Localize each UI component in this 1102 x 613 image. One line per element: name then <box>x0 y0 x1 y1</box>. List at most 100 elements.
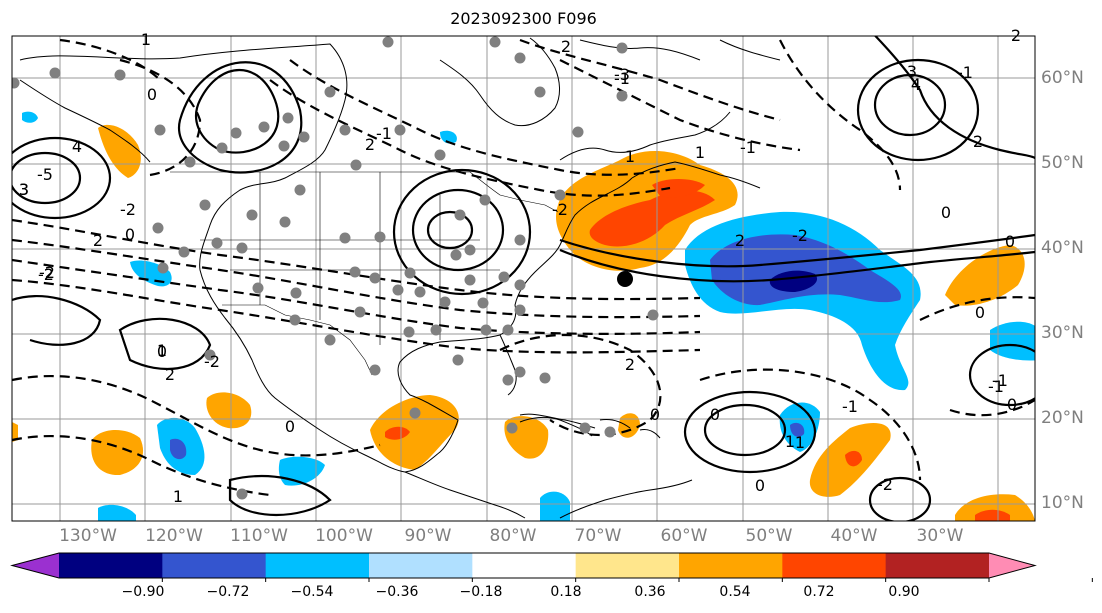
colorbar-segment <box>782 553 887 578</box>
lon-label-50w: 50°W <box>745 526 793 546</box>
warm-anomaly-core <box>975 509 1010 521</box>
cold-anomaly-region <box>98 504 136 521</box>
colorbar-tick-label: 0.54 <box>719 584 751 600</box>
warm-anomaly-region <box>12 422 18 442</box>
south-america-coast <box>559 479 693 519</box>
contour-label: 0 <box>710 405 720 424</box>
lon-label-70w: 70°W <box>574 526 622 546</box>
warm-anomaly-core <box>589 190 715 247</box>
colorbar-tick-label: −0.18 <box>459 584 503 600</box>
lat-label-50n: 50°N <box>1041 153 1084 173</box>
warm-anomaly-region <box>370 395 459 470</box>
contour-label: 0 <box>975 303 985 322</box>
north-america-coast <box>19 43 459 473</box>
cold-anomaly-region <box>170 438 187 460</box>
central-america-coast <box>404 471 526 519</box>
hudson-bay <box>439 37 560 127</box>
cold-anomaly-region <box>790 422 805 437</box>
warm-anomaly-region <box>945 245 1025 306</box>
lat-label-40n: 40°N <box>1041 238 1084 258</box>
contour-label: -1 <box>992 371 1008 390</box>
colorbar-segment <box>472 553 577 578</box>
lat-label-60n: 60°N <box>1041 68 1084 88</box>
contour-label: -1 <box>842 397 858 416</box>
contour-label: -5 <box>37 165 53 184</box>
contour-label: 2 <box>93 231 103 250</box>
contour-label: -2 <box>38 265 54 284</box>
us-canada-border <box>170 171 559 213</box>
contour-label: 0 <box>147 85 157 104</box>
cold-anomaly-region <box>440 130 457 144</box>
coastlines <box>19 37 781 519</box>
colorbar-tick-label: 0.36 <box>634 584 666 600</box>
contour-label: 0 <box>650 405 660 424</box>
map-title: 2023092300 F096 <box>450 9 597 28</box>
contour-label: -1 <box>957 63 973 82</box>
contour-label: 1 <box>625 147 635 166</box>
cold-anomaly-region <box>710 234 901 306</box>
gulf-coast <box>397 177 633 421</box>
lat-label-10n: 10°N <box>1041 493 1084 513</box>
contour-label: 2 <box>973 132 983 151</box>
colorbar-tick-label: 0.18 <box>550 584 582 600</box>
storm-center-marker <box>617 271 633 287</box>
lon-label-130w: 130°W <box>59 526 117 546</box>
contour-label: 1 <box>157 341 167 360</box>
contour-label: -3 <box>614 65 630 84</box>
colorbar-segment <box>59 553 163 578</box>
contour-label: 1 <box>173 487 183 506</box>
contour-label: -2 <box>204 352 220 371</box>
contour-label: -2 <box>39 263 55 282</box>
graticule <box>12 36 1035 521</box>
contour-label: -2 <box>877 475 893 494</box>
contour-label: -1 <box>740 138 756 157</box>
lon-label-120w: 120°W <box>145 526 203 546</box>
contour-label: 2 <box>365 135 375 154</box>
cold-anomaly-region <box>990 321 1035 361</box>
contour-label: 2 <box>625 355 635 374</box>
colorbar <box>10 552 1093 582</box>
arctic-islands <box>579 39 781 61</box>
contour-label: -2 <box>120 200 136 219</box>
contour-label: 0 <box>285 417 295 436</box>
colorbar-tick-label: −0.36 <box>375 584 419 600</box>
colorbar-outline <box>10 552 1037 579</box>
colorbar-tick-label: −0.54 <box>290 584 334 600</box>
lon-label-90w: 90°W <box>404 526 452 546</box>
contour-label: 1 <box>795 433 805 452</box>
contour-label: 3 <box>907 62 917 81</box>
colorbar-extend-high <box>989 553 1035 578</box>
colorbar-segment <box>369 553 473 578</box>
contour-label: 0 <box>1007 395 1017 414</box>
contour-label: 0 <box>755 476 765 495</box>
warm-anomaly-core <box>652 178 705 198</box>
contour-label: 4 <box>911 75 921 94</box>
warm-anomaly-region <box>955 494 1035 521</box>
contour-label: -1 <box>614 69 630 88</box>
contour-label: -1 <box>376 124 392 143</box>
colorbar-segment <box>265 553 370 578</box>
contour-label: 1 <box>141 30 151 49</box>
lon-label-30w: 30°W <box>916 526 964 546</box>
contour-label: -1 <box>988 377 1004 396</box>
colorbar-extend-low <box>12 553 59 578</box>
cold-anomaly-region <box>540 491 570 521</box>
cold-anomaly-region <box>22 111 38 123</box>
lon-label-110w: 110°W <box>230 526 288 546</box>
contour-label: 0 <box>1005 232 1015 251</box>
contour-label: 2 <box>165 365 175 384</box>
contour-label: -2 <box>792 226 808 245</box>
colorbar-tick-label: −0.72 <box>206 584 250 600</box>
lon-label-100w: 100°W <box>315 526 373 546</box>
lon-label-60w: 60°W <box>660 526 708 546</box>
us-mexico-border <box>222 304 373 376</box>
lon-label-80w: 80°W <box>489 526 537 546</box>
anomaly-shading <box>12 111 1035 521</box>
contour-label: 2 <box>561 37 571 56</box>
warm-anomaly-region <box>91 429 144 476</box>
colorbar-tick-label: 0.72 <box>803 584 835 600</box>
contours-dashed <box>12 38 1035 497</box>
colorbar-tick-label: 0.90 <box>888 584 920 600</box>
lat-label-20n: 20°N <box>1041 408 1084 428</box>
